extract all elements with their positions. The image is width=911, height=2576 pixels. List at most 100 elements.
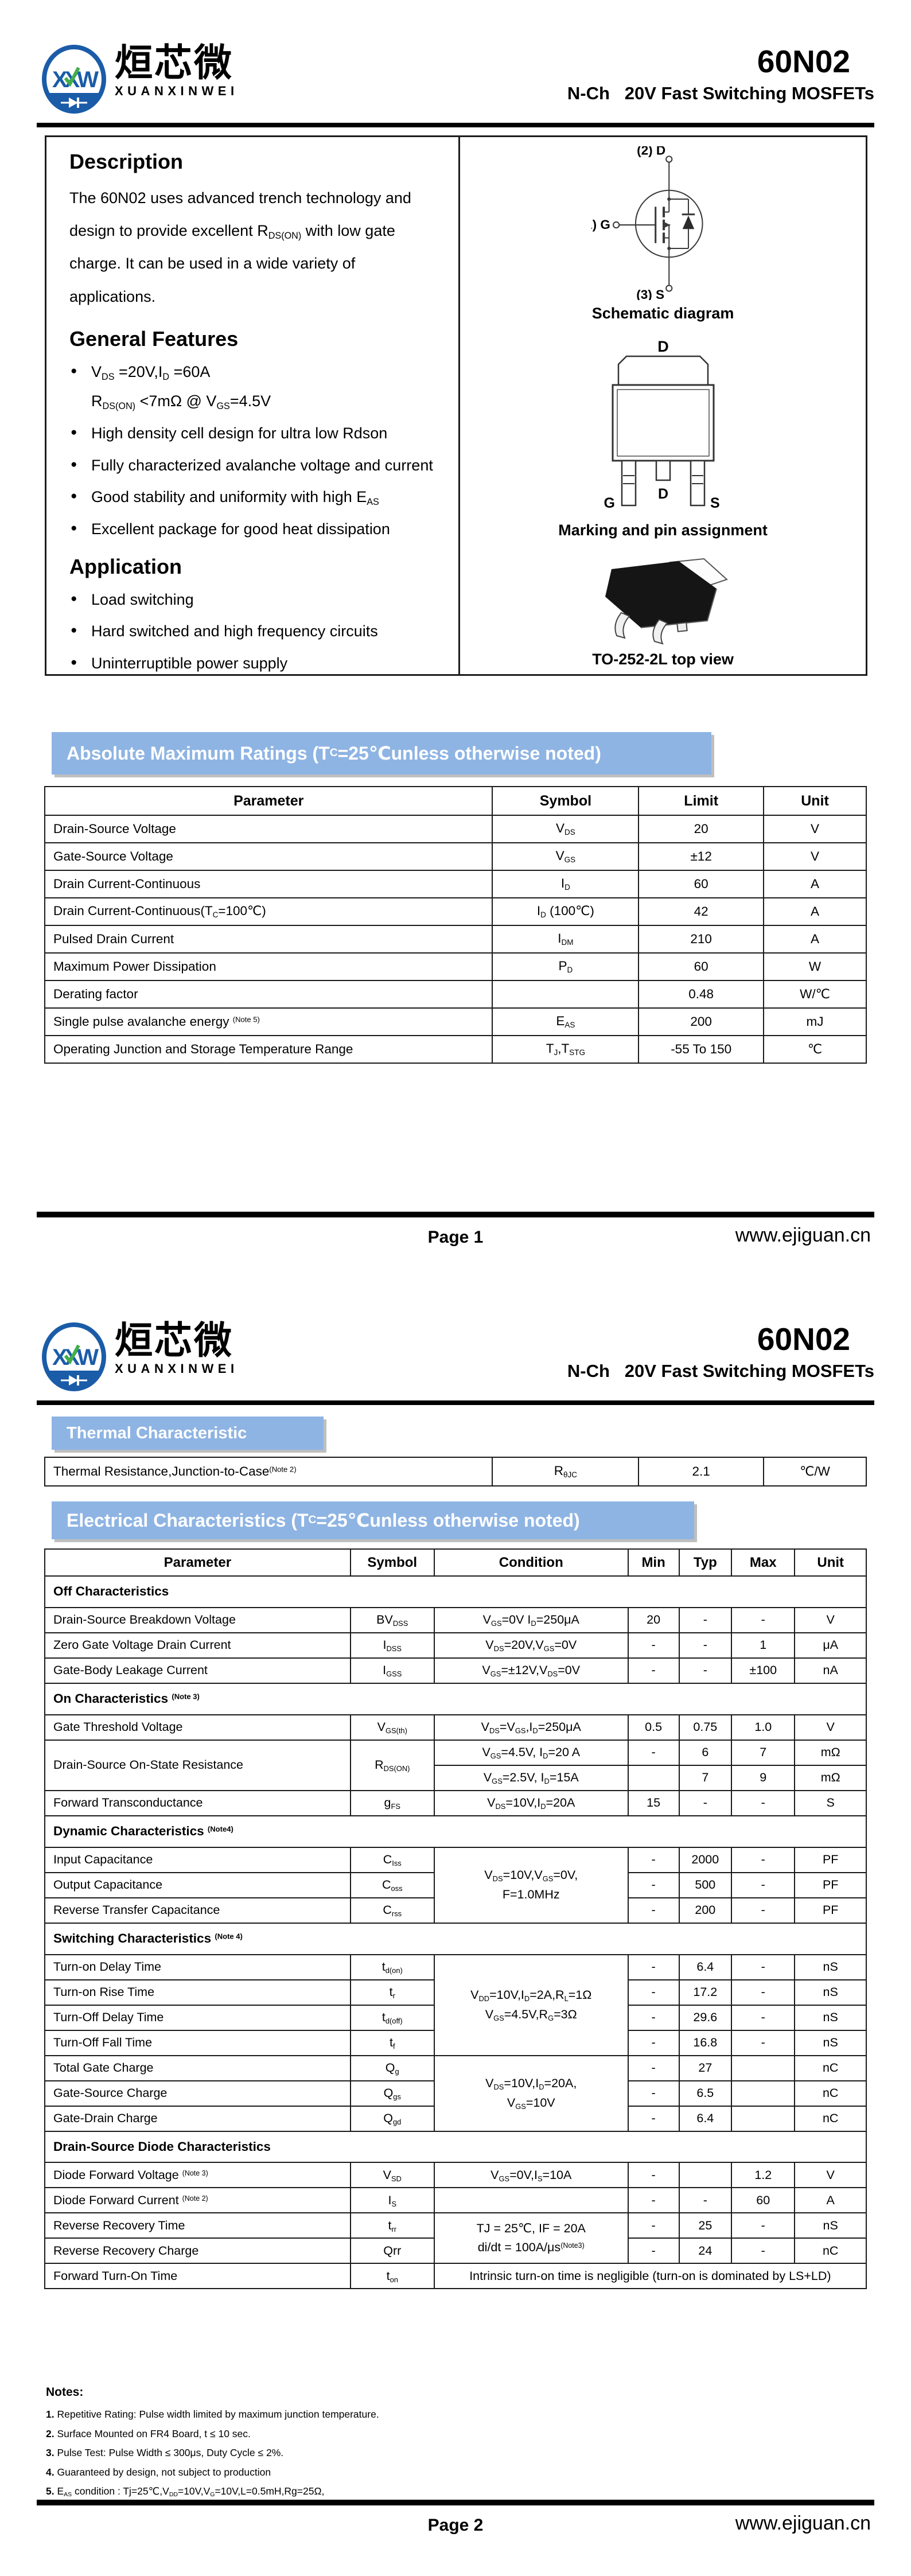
table-cell: 6.4 bbox=[678, 1954, 733, 1980]
page-footer: Page 1 www.ejiguan.cn bbox=[37, 1212, 874, 1252]
schematic-caption: Schematic diagram bbox=[591, 305, 734, 322]
table-cell: ID bbox=[492, 870, 640, 898]
table-cell: VGS=±12V,VDS=0V bbox=[433, 1657, 629, 1684]
table-cell: - bbox=[678, 1606, 733, 1633]
table-cell: 7 bbox=[731, 1739, 796, 1766]
table-cell: Coss bbox=[349, 1871, 435, 1898]
table-cell: - bbox=[627, 2004, 680, 2031]
outline-pin-g-label: G bbox=[604, 495, 614, 511]
application-title: Application bbox=[69, 554, 182, 578]
table-cell: - bbox=[627, 1979, 680, 2006]
table-cell: 60 bbox=[638, 952, 764, 981]
table-cell: Reverse Recovery Time bbox=[44, 2212, 351, 2239]
table-row: On Characteristics (Note 3) bbox=[44, 1682, 867, 1715]
table-cell: VGS=2.5V, ID=15A bbox=[433, 1764, 629, 1791]
header-title-block: 60N02 N-Ch 20V Fast Switching MOSFETs bbox=[567, 46, 874, 104]
table-cell: Qgd bbox=[349, 2105, 435, 2132]
section-header-cell: On Characteristics (Note 3) bbox=[44, 1682, 867, 1715]
column-header: Parameter bbox=[44, 1548, 351, 1577]
table-cell: IDM bbox=[492, 925, 640, 954]
marking-caption: Marking and pin assignment bbox=[558, 521, 768, 539]
footer-rule bbox=[37, 2500, 874, 2505]
website-link[interactable]: www.ejiguan.cn bbox=[735, 2512, 871, 2534]
table-row: Gate-Source Charge Qgs -6.5 nC bbox=[44, 2080, 867, 2107]
table-row: Output Capacitance Coss -500- PF bbox=[44, 1871, 867, 1898]
table-cell: A bbox=[762, 925, 867, 954]
table-cell: - bbox=[731, 1954, 796, 1980]
table-cell: Forward Turn-On Time bbox=[44, 2263, 351, 2290]
table-row: Reverse Recovery Charge Qrr -24- nC bbox=[44, 2238, 867, 2264]
features-title: General Features bbox=[69, 326, 239, 351]
part-subtitle: N-Ch 20V Fast Switching MOSFETs bbox=[567, 1361, 874, 1381]
table-header-row: Parameter Symbol Limit Unit bbox=[44, 786, 867, 816]
table-row: Turn-Off Fall Time tf -16.8- nS bbox=[44, 2029, 867, 2056]
table-cell: 2.1 bbox=[638, 1457, 764, 1487]
notes-list: 1. Repetitive Rating: Pulse width limite… bbox=[46, 2407, 620, 2499]
footer-rule bbox=[37, 1212, 874, 1217]
description-body: The 60N02 uses advanced trench technolog… bbox=[69, 189, 411, 305]
table-cell: Qg bbox=[349, 2054, 435, 2081]
table-cell: - bbox=[731, 1897, 796, 1924]
list-item: Load switching bbox=[69, 588, 439, 612]
section-header-cell: Off Characteristics bbox=[44, 1575, 867, 1608]
table-cell: - bbox=[678, 1632, 733, 1659]
table-cell: - bbox=[627, 1954, 680, 1980]
table-cell: nA bbox=[794, 1657, 867, 1684]
table-cell: IGSS bbox=[349, 1657, 435, 1684]
table-cell: VGS=4.5V, ID=20 A bbox=[433, 1739, 629, 1766]
table-cell: IDSS bbox=[349, 1632, 435, 1659]
table-cell: - bbox=[678, 1657, 733, 1684]
table-row: Total Gate Charge Qg VDS=10V,ID=20A, VGS=10… bbox=[44, 2054, 867, 2132]
table-cell: Gate-Drain Charge bbox=[44, 2105, 351, 2132]
table-cell: PF bbox=[794, 1846, 867, 1873]
website-link[interactable]: www.ejiguan.cn bbox=[735, 1224, 871, 1246]
table-row: Operating Junction and Storage Temperatu… bbox=[44, 1035, 867, 1064]
table-cell: 1.0 bbox=[731, 1714, 796, 1741]
table-cell: - bbox=[731, 1789, 796, 1816]
table-cell: Derating factor bbox=[44, 980, 493, 1009]
table-cell: 6.5 bbox=[678, 2080, 733, 2107]
table-row: Gate Threshold Voltage VGS(th) VDS=VGS,ID=… bbox=[44, 1714, 867, 1741]
table-cell: Drain Current-Continuous(TC=100℃) bbox=[44, 897, 493, 926]
table-cell: A bbox=[762, 870, 867, 898]
column-header: Unit bbox=[794, 1548, 867, 1577]
intro-box: Description The 60N02 uses advanced tren… bbox=[45, 135, 867, 676]
list-item: Uninterruptible power supply bbox=[69, 652, 439, 675]
table-cell bbox=[678, 2162, 733, 2189]
table-row: Drain-Source Breakdown Voltage BVDSS VGS=0… bbox=[44, 1606, 867, 1633]
table-row: Drain Current-Continuous(TC=100℃) ID (100… bbox=[44, 897, 867, 926]
table-cell: - bbox=[731, 2029, 796, 2056]
table-cell: - bbox=[627, 1632, 680, 1659]
column-header: Unit bbox=[762, 786, 867, 816]
part-number: 60N02 bbox=[757, 44, 850, 79]
table-row: Zero Gate Voltage Drain Current IDSS VDS=2… bbox=[44, 1632, 867, 1659]
table-cell: - bbox=[627, 1846, 680, 1873]
table-cell: - bbox=[627, 2105, 680, 2132]
table-cell: Input Capacitance bbox=[44, 1846, 351, 1873]
list-item: 5. EAS condition : Tj=25℃,VDD=10V,VG=10V… bbox=[46, 2485, 325, 2499]
figures-column: (2) D (1) G (3) S Schematic diagram D bbox=[460, 137, 866, 674]
table-cell: - bbox=[731, 1606, 796, 1633]
table-cell: VDS=10V,VGS=0V, F=1.0MHz bbox=[433, 1846, 629, 1924]
package-3d-icon bbox=[605, 558, 728, 645]
table-cell: - bbox=[627, 1657, 680, 1684]
table-cell: Output Capacitance bbox=[44, 1871, 351, 1898]
table-cell: Pulsed Drain Current bbox=[44, 925, 493, 954]
table-header-row: Parameter Symbol Condition Min Typ Max Unit bbox=[44, 1548, 867, 1577]
table-cell: μA bbox=[794, 1632, 867, 1659]
table-cell: - bbox=[627, 2080, 680, 2107]
table-cell: CIss bbox=[349, 1846, 435, 1873]
list-item: 1. Repetitive Rating: Pulse width limite… bbox=[46, 2408, 379, 2421]
table-cell: V bbox=[794, 1714, 867, 1741]
table-row: Thermal Resistance,Junction-to-Case(Note… bbox=[44, 1457, 867, 1487]
table-cell: Qgs bbox=[349, 2080, 435, 2107]
table-cell: VGS(th) bbox=[349, 1714, 435, 1741]
page-footer: Page 2 www.ejiguan.cn bbox=[37, 2500, 874, 2540]
brand-logo: XXW 烜芯微 XUANXINWEI bbox=[41, 1321, 239, 1396]
table-cell: Turn-Off Fall Time bbox=[44, 2029, 351, 2056]
table-cell: EAS bbox=[492, 1007, 640, 1036]
table-cell: - bbox=[678, 2187, 733, 2214]
table-cell: PD bbox=[492, 952, 640, 981]
table-cell bbox=[731, 2105, 796, 2132]
